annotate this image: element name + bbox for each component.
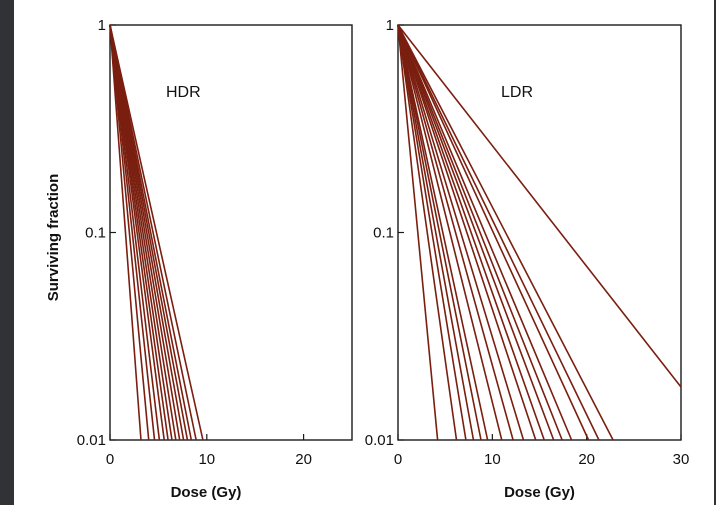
survival-curve <box>397 24 537 441</box>
x-tick-label: 30 <box>673 451 690 468</box>
survival-curve <box>397 24 600 441</box>
annotation-right: LDR <box>501 84 533 101</box>
survival-curve <box>109 24 204 441</box>
x-tick-label: 0 <box>394 451 402 468</box>
survival-curve <box>109 24 197 441</box>
y-tick-label: 0.01 <box>77 432 106 449</box>
survival-curve <box>109 24 150 441</box>
curves-left <box>109 24 204 441</box>
x-axis-label-left: Dose (Gy) <box>171 484 242 501</box>
annotation-left: HDR <box>166 84 201 101</box>
panel-hdr: HDR Dose (Gy) Surviving fraction 0 10 20 1… <box>45 17 353 501</box>
survival-curve <box>397 24 458 441</box>
survival-curve <box>397 24 590 441</box>
survival-curve <box>397 24 682 388</box>
y-tick-label: 0.01 <box>365 432 394 449</box>
survival-curve <box>397 24 439 441</box>
y-tick-label: 1 <box>98 17 106 34</box>
survival-curve <box>397 24 489 441</box>
y-axis-label: Surviving fraction <box>45 174 62 302</box>
survival-curve <box>397 24 614 441</box>
y-tick-label: 1 <box>386 17 394 34</box>
plot-frame-right <box>397 24 682 441</box>
survival-curve <box>397 24 482 441</box>
x-ticks-left: 0 10 20 <box>106 434 312 468</box>
survival-curve <box>397 24 525 441</box>
y-tick-label: 0.1 <box>373 225 394 242</box>
curves-right <box>397 24 682 441</box>
chart-canvas: HDR Dose (Gy) Surviving fraction 0 10 20 1… <box>45 17 690 501</box>
survival-curve <box>109 24 142 441</box>
survival-curve <box>397 24 573 441</box>
y-tick-label: 0.1 <box>85 225 106 242</box>
survival-curve <box>397 24 555 441</box>
y-ticks-left: 1 0.1 0.01 <box>77 17 116 449</box>
x-tick-label: 10 <box>484 451 501 468</box>
survival-curve <box>109 24 156 441</box>
x-tick-label: 20 <box>295 451 312 468</box>
x-tick-label: 10 <box>198 451 215 468</box>
x-tick-label: 20 <box>578 451 595 468</box>
x-ticks-right: 0 10 20 30 <box>394 434 690 468</box>
survival-curve <box>397 24 503 441</box>
figure: HDR Dose (Gy) Surviving fraction 0 10 20 1… <box>14 0 714 505</box>
survival-curve <box>397 24 467 441</box>
panel-ldr: LDR Dose (Gy) 0 10 20 30 1 0.1 0.01 <box>365 17 690 501</box>
survival-curve <box>397 24 545 441</box>
x-tick-label: 0 <box>106 451 114 468</box>
x-axis-label-right: Dose (Gy) <box>504 484 575 501</box>
survival-curve <box>397 24 514 441</box>
y-ticks-right: 1 0.1 0.01 <box>365 17 404 449</box>
survival-curve <box>397 24 475 441</box>
survival-curve <box>397 24 563 441</box>
